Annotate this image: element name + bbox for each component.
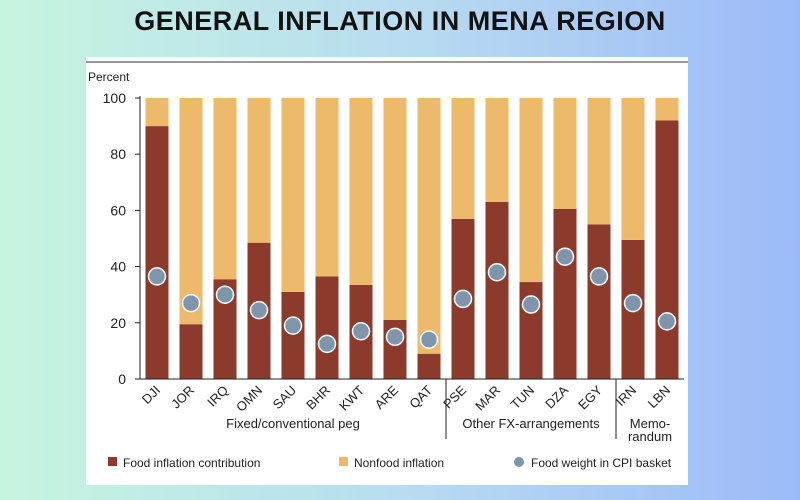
food-bar-bhr [315,276,339,379]
nonfood-bar-egy [587,98,611,225]
nonfood-bar-are [383,98,407,320]
x-tick-label: MAR [472,383,503,414]
food-weight-point-qat [419,330,439,349]
food-weight-point-kwt [351,321,371,341]
x-tick-label: PSE [440,382,469,411]
nonfood-bar-pse [451,98,475,219]
legend-label-nonfood: Nonfood inflation [354,456,444,470]
food-weight-point-lbn [657,312,677,331]
food-weight-point-omn [249,300,269,320]
x-tick-label: BHR [303,383,333,413]
food-weight-point-sau [283,316,303,335]
x-tick-label: OMN [233,383,265,415]
y-tick-label: 20 [110,315,126,331]
food-weight-point-pse [453,289,473,309]
y-tick-label: 100 [103,90,127,106]
legend-swatch-food [108,457,117,466]
legend-swatch-nonfood [339,457,348,466]
nonfood-bar-lbn [655,98,679,121]
food-weight-point-mar [487,262,507,282]
y-tick-label: 40 [110,259,126,275]
x-tick-label: KWT [336,382,367,413]
x-tick-label: IRN [613,383,639,409]
x-tick-label: EGY [575,382,605,412]
y-tick-label: 0 [118,371,126,387]
group-label: randum [628,429,672,444]
group-label: Other FX-arrangements [462,416,600,431]
food-bar-egy [587,224,611,379]
nonfood-bar-bhr [315,98,339,277]
group-label: Memo- [630,416,670,431]
nonfood-bar-kwt [349,98,373,285]
legend-swatch-food-weight [514,457,524,467]
nonfood-bar-tun [519,98,543,283]
x-tick-label: LBN [645,383,673,411]
food-weight-point-irq [215,285,235,304]
y-tick-label: 60 [110,202,126,218]
x-tick-label: SAU [270,383,300,413]
y-tick-label: 80 [110,146,126,162]
food-weight-point-jor [181,293,201,313]
food-bar-irq [213,279,237,379]
nonfood-bar-omn [247,98,271,243]
nonfood-bar-qat [417,98,441,354]
food-weight-point-dji [147,267,167,286]
x-tick-label: IRQ [204,383,231,410]
legend-label-food-weight: Food weight in CPI basket [531,456,672,470]
chart-panel: Percent 0 20 40 60 80 100 DJI JOR IRQ OMN SAU BHR KWT… [86,57,688,485]
nonfood-bar-irq [213,98,237,280]
y-axis-label: Percent [88,70,130,84]
food-bar-sau [281,291,305,379]
food-bar-dza [553,208,577,379]
food-bar-mar [485,201,509,379]
food-bar-jor [179,324,203,379]
nonfood-bar-jor [179,98,203,325]
legend-label-food: Food inflation contribution [123,456,260,470]
x-tick-label: DJI [139,383,163,407]
x-tick-label: QAT [406,382,435,411]
nonfood-bar-dji [145,98,169,127]
nonfood-bar-irn [621,98,645,240]
food-weight-point-irn [623,293,643,313]
food-bar-qat [417,353,441,379]
food-weight-point-are [385,327,405,347]
food-weight-point-tun [521,295,541,314]
food-weight-point-egy [589,267,609,286]
x-tick-label: TUN [508,383,537,412]
x-tick-label: ARE [372,382,402,412]
food-weight-point-dza [555,247,575,267]
group-label: Fixed/conventional peg [226,416,360,431]
food-weight-point-bhr [317,334,337,354]
x-tick-label: DZA [542,382,571,411]
nonfood-bar-dza [553,98,577,209]
nonfood-bar-mar [485,98,509,202]
x-tick-label: JOR [168,383,197,412]
nonfood-bar-sau [281,98,305,292]
food-bar-dji [145,126,169,379]
food-bar-lbn [655,120,679,380]
stacked-bar-chart: Percent 0 20 40 60 80 100 DJI JOR IRQ OMN SAU BHR KWT… [86,61,688,470]
page-title: GENERAL INFLATION IN MENA REGION [134,6,666,36]
